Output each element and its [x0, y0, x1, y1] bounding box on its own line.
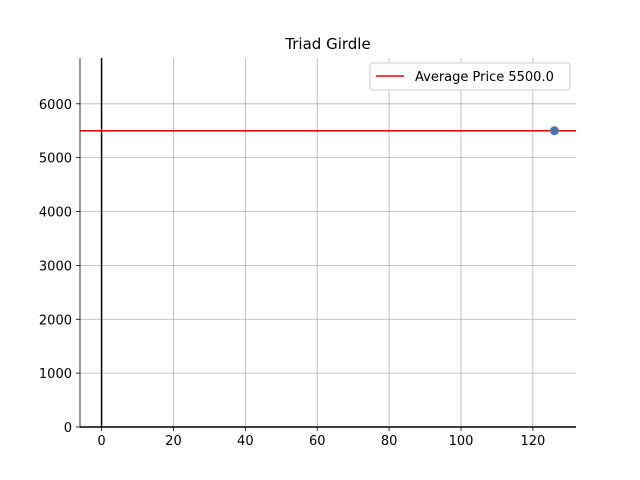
x-tick-label: 0	[97, 434, 105, 449]
y-tick-label: 0	[64, 421, 72, 436]
legend-box	[369, 62, 571, 91]
y-tick-label: 1000	[39, 367, 72, 382]
y-tick-label: 5000	[39, 152, 72, 167]
data-point	[549, 126, 559, 136]
y-tick-label: 6000	[39, 98, 72, 113]
legend-label-average-price: Average Price 5500.0	[415, 70, 554, 85]
legend: Average Price 5500.0	[369, 62, 571, 91]
y-tick-label: 3000	[39, 259, 72, 274]
data-points	[549, 126, 559, 136]
axes	[79, 58, 576, 428]
x-tick-label: 60	[309, 434, 326, 449]
x-tick-label: 120	[520, 434, 545, 449]
reference-lines	[80, 58, 576, 427]
x-tick-label: 80	[381, 434, 398, 449]
x-tick-label: 20	[165, 434, 182, 449]
y-tick-label: 2000	[39, 313, 72, 328]
x-tick-label: 100	[449, 434, 474, 449]
y-tick-label: 4000	[39, 206, 72, 221]
tick-labels: 0 20 40 60 80 100 120 0 1000 2000 3000 4000 5000 6000	[39, 98, 545, 449]
chart-title: Triad Girdle	[284, 35, 370, 53]
x-tick-label: 40	[237, 434, 254, 449]
